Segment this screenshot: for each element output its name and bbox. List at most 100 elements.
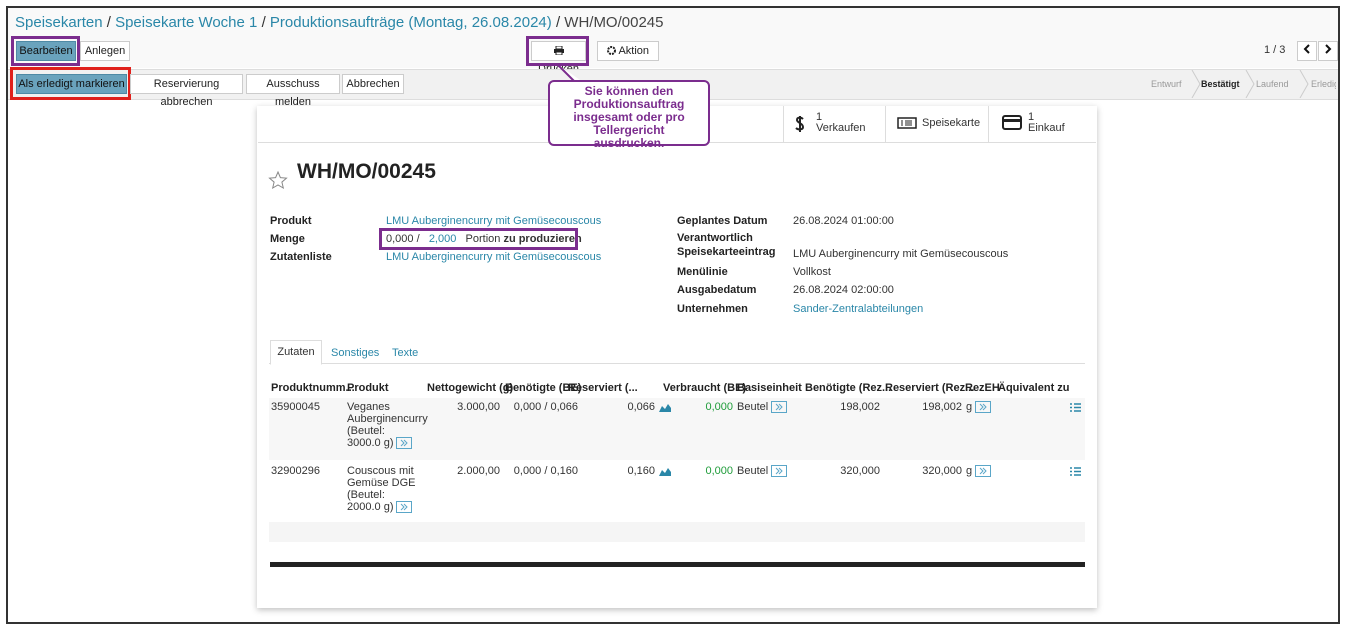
column-header[interactable]: Produkt [347, 382, 389, 394]
cell: 198,002 [892, 401, 962, 413]
column-header[interactable]: Verbraucht (BE) [663, 382, 747, 394]
cell-text: 3.000,00 [457, 401, 500, 413]
cell: 0,000 [663, 401, 733, 413]
smart-button[interactable]: Speisekarte [922, 117, 981, 129]
tab[interactable]: Sonstiges [331, 347, 380, 359]
cell: Veganes Auberginencurry (Beutel: 3000.0 … [347, 401, 428, 450]
field-link[interactable]: Sander-Zentralabteilungen [793, 303, 924, 315]
tab-line [269, 363, 1085, 364]
action-button[interactable]: Reservierung abbrechen [130, 74, 243, 108]
cell: g [966, 401, 992, 414]
tab[interactable]: Texte [392, 347, 419, 359]
field-label: Unternehmen [677, 303, 748, 315]
field-label: Verantwortlich [677, 232, 753, 244]
cell: 2.000,00 [430, 465, 500, 477]
column-header[interactable]: Reserviert (Rez... [885, 382, 975, 394]
field-link[interactable]: LMU Auberginencurry mit Gemüsecouscous [386, 251, 602, 263]
edit-button[interactable]: Bearbeiten [16, 41, 76, 61]
cell: 320,000 [892, 465, 962, 477]
status-step[interactable]: Erledigt [1311, 79, 1336, 89]
count: 1 [1028, 111, 1035, 123]
cell-text: 2.000,00 [457, 465, 500, 477]
open-button[interactable] [975, 465, 992, 478]
forecast-icon[interactable] [659, 402, 671, 415]
field-label: Ausgabedatum [677, 284, 757, 296]
status-step[interactable]: Entwurf [1151, 79, 1182, 89]
pager: 1 / 3 [1264, 44, 1286, 56]
card-icon [1002, 115, 1022, 130]
open-button[interactable] [396, 437, 413, 450]
cell-text: 0,160 [627, 465, 655, 477]
qty-planned: 2,000 [428, 233, 457, 245]
separator: / [555, 14, 561, 31]
open-button[interactable] [975, 401, 992, 414]
tab-active[interactable]: Zutaten [270, 340, 322, 365]
cell-text: Beutel [737, 401, 769, 413]
cell-text: 198,002 [840, 401, 880, 413]
cell-text: 320,000 [922, 465, 962, 477]
highlight [379, 228, 578, 250]
column-header[interactable]: Produktnumm... [271, 382, 355, 394]
column-header[interactable]: Nettogewicht (g) [427, 382, 514, 394]
column-header[interactable]: RezEH [965, 382, 1000, 394]
cell-text: 0,066 [627, 401, 655, 413]
field-value: LMU Auberginencurry mit Gemüsecouscous [793, 248, 1009, 260]
crumb[interactable]: Produktionsaufträge (Montag, 26.08.2024) [269, 14, 552, 31]
divider [988, 106, 989, 142]
label: Einkauf [1028, 122, 1065, 134]
status-step[interactable]: Laufend [1256, 79, 1289, 89]
tooltip: Sie können den Produktionsauftrag insges… [548, 80, 710, 150]
divider [783, 106, 784, 142]
action-button[interactable]: Als erledigt markieren [16, 74, 127, 94]
column-header[interactable]: Benötigte (BE) [505, 382, 582, 394]
smart-button[interactable]: 1 Verkaufen [816, 112, 866, 134]
list-icon [1070, 467, 1081, 476]
cell-text: 0,000 / 0,160 [513, 465, 578, 477]
double-chevron [979, 467, 987, 475]
cell-text: g [966, 401, 973, 413]
action-button[interactable]: Abbrechen [342, 74, 404, 94]
column-header[interactable]: Basiseinheit [737, 382, 802, 394]
cell-text: g [966, 465, 973, 477]
cell: g [966, 465, 992, 478]
action-button[interactable]: Ausschuss melden [246, 74, 340, 108]
action-button[interactable]: Aktion [597, 41, 659, 61]
column-header[interactable]: Benötigte (Rez... [805, 382, 892, 394]
detail-icon[interactable] [1070, 403, 1081, 415]
cell: 35900045 [271, 401, 320, 413]
cell-text: 198,002 [922, 401, 962, 413]
column-header[interactable]: Äquivalent zu [998, 382, 1070, 394]
crumb-current: WH/MO/00245 [564, 14, 664, 31]
field-value: 26.08.2024 02:00:00 [793, 284, 894, 296]
qty-done: 0,000 / [386, 233, 420, 245]
column-header[interactable]: Reserviert (... [568, 382, 638, 394]
smart-button[interactable]: 1 Einkauf [1028, 112, 1065, 134]
double-chevron [979, 403, 987, 411]
separator: / [106, 14, 111, 31]
double-chevron [401, 503, 409, 511]
cell: 320,000 [810, 465, 880, 477]
create-button[interactable]: Anlegen [80, 41, 130, 61]
crumb[interactable]: Speisekarte Woche 1 [115, 14, 258, 31]
field-label: Produkt [270, 215, 312, 227]
cell: 0,000 / 0,160 [508, 465, 578, 477]
highlight [11, 36, 80, 66]
detail-icon[interactable] [1070, 467, 1081, 479]
field-link[interactable]: LMU Auberginencurry mit Gemüsecouscous [386, 215, 602, 227]
star-icon[interactable] [268, 170, 288, 190]
prev-button[interactable] [1297, 41, 1317, 61]
row-bg [269, 398, 1085, 460]
cell: 0,000 / 0,066 [508, 401, 578, 413]
breadcrumb: Speisekarten / Speisekarte Woche 1 / Pro… [15, 14, 663, 31]
chart-icon [659, 404, 671, 412]
forecast-icon[interactable] [659, 466, 671, 479]
cell-text: 32900296 [271, 465, 320, 477]
crumb[interactable]: Speisekarten [15, 14, 103, 31]
divider [885, 106, 886, 142]
cell-text: 0,000 [705, 465, 733, 477]
open-button[interactable] [396, 501, 413, 514]
open-button[interactable] [771, 465, 788, 478]
next-button[interactable] [1318, 41, 1338, 61]
open-button[interactable] [771, 401, 788, 414]
cell: 0,066 [585, 401, 655, 413]
